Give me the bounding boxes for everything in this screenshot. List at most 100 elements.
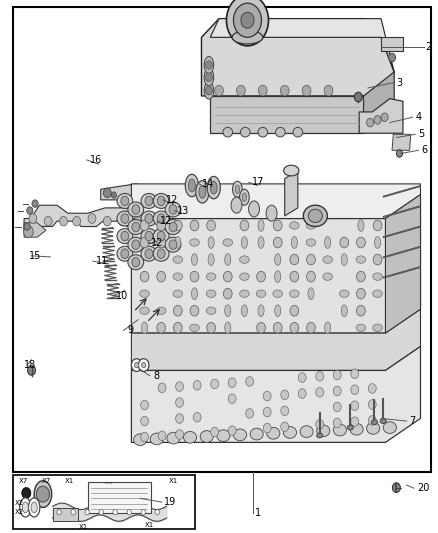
Circle shape <box>140 254 149 265</box>
Ellipse shape <box>325 271 331 282</box>
Circle shape <box>368 400 376 409</box>
Ellipse shape <box>258 127 268 137</box>
Circle shape <box>228 410 236 419</box>
Circle shape <box>24 223 30 230</box>
Ellipse shape <box>358 254 364 265</box>
Ellipse shape <box>158 271 164 282</box>
Ellipse shape <box>165 220 181 235</box>
Polygon shape <box>131 195 420 333</box>
Ellipse shape <box>191 288 198 300</box>
Ellipse shape <box>383 422 396 433</box>
Circle shape <box>132 205 140 214</box>
Ellipse shape <box>128 220 144 235</box>
Text: X7: X7 <box>18 478 28 484</box>
Ellipse shape <box>276 127 285 137</box>
Circle shape <box>226 0 268 46</box>
Polygon shape <box>392 134 411 150</box>
Circle shape <box>280 85 289 96</box>
Circle shape <box>302 85 311 96</box>
Circle shape <box>263 391 271 401</box>
Text: 18: 18 <box>24 360 36 370</box>
Circle shape <box>263 375 271 385</box>
Circle shape <box>141 384 148 394</box>
Ellipse shape <box>250 428 263 440</box>
Ellipse shape <box>300 426 313 438</box>
Ellipse shape <box>191 322 198 334</box>
Circle shape <box>71 510 75 515</box>
Ellipse shape <box>190 307 199 314</box>
Circle shape <box>193 413 201 422</box>
Text: 14: 14 <box>201 179 214 189</box>
Circle shape <box>381 113 388 122</box>
Circle shape <box>157 196 165 206</box>
Circle shape <box>85 510 89 515</box>
Circle shape <box>307 288 315 299</box>
Polygon shape <box>385 195 420 333</box>
Ellipse shape <box>204 82 214 99</box>
Ellipse shape <box>22 502 28 513</box>
Ellipse shape <box>323 290 332 297</box>
Circle shape <box>158 415 166 425</box>
Ellipse shape <box>258 288 264 300</box>
Ellipse shape <box>275 288 281 300</box>
Ellipse shape <box>325 220 331 231</box>
Circle shape <box>145 214 153 223</box>
Circle shape <box>215 85 223 96</box>
Circle shape <box>333 402 341 412</box>
Circle shape <box>169 240 177 249</box>
Ellipse shape <box>200 431 213 442</box>
Text: 7: 7 <box>410 416 416 426</box>
Circle shape <box>99 510 103 515</box>
Circle shape <box>155 510 159 515</box>
Circle shape <box>354 92 362 102</box>
Text: item: item <box>105 481 113 485</box>
Circle shape <box>324 85 333 96</box>
Ellipse shape <box>156 324 166 332</box>
Circle shape <box>258 85 267 96</box>
Circle shape <box>169 205 177 214</box>
Circle shape <box>132 222 140 232</box>
Ellipse shape <box>190 256 199 263</box>
Circle shape <box>351 385 359 394</box>
Ellipse shape <box>141 229 157 244</box>
Ellipse shape <box>240 189 249 205</box>
Ellipse shape <box>273 256 283 263</box>
Ellipse shape <box>306 324 316 332</box>
Ellipse shape <box>153 193 169 208</box>
Circle shape <box>340 254 349 265</box>
Ellipse shape <box>380 419 386 423</box>
Ellipse shape <box>208 322 214 334</box>
Circle shape <box>257 220 265 231</box>
Ellipse shape <box>206 222 216 229</box>
Circle shape <box>44 216 52 226</box>
Circle shape <box>281 390 289 400</box>
Ellipse shape <box>306 239 316 246</box>
Ellipse shape <box>323 256 332 263</box>
Text: X1: X1 <box>65 478 74 484</box>
Circle shape <box>193 429 201 438</box>
Polygon shape <box>383 226 420 238</box>
Text: 13: 13 <box>177 206 190 215</box>
Ellipse shape <box>240 324 249 332</box>
Ellipse shape <box>275 220 281 231</box>
Ellipse shape <box>347 425 353 430</box>
Circle shape <box>176 382 184 391</box>
Circle shape <box>157 305 166 316</box>
Circle shape <box>27 207 33 214</box>
Ellipse shape <box>290 290 299 297</box>
Circle shape <box>121 231 129 241</box>
Ellipse shape <box>284 165 299 176</box>
Ellipse shape <box>291 322 297 334</box>
Polygon shape <box>131 184 420 219</box>
Ellipse shape <box>207 176 220 199</box>
Circle shape <box>131 359 142 372</box>
Circle shape <box>113 510 117 515</box>
Circle shape <box>121 196 129 206</box>
Polygon shape <box>383 246 420 258</box>
Circle shape <box>207 271 215 282</box>
Ellipse shape <box>190 222 199 229</box>
Circle shape <box>134 216 142 226</box>
Text: X2: X2 <box>14 508 24 515</box>
Circle shape <box>396 150 403 157</box>
Circle shape <box>333 370 341 380</box>
